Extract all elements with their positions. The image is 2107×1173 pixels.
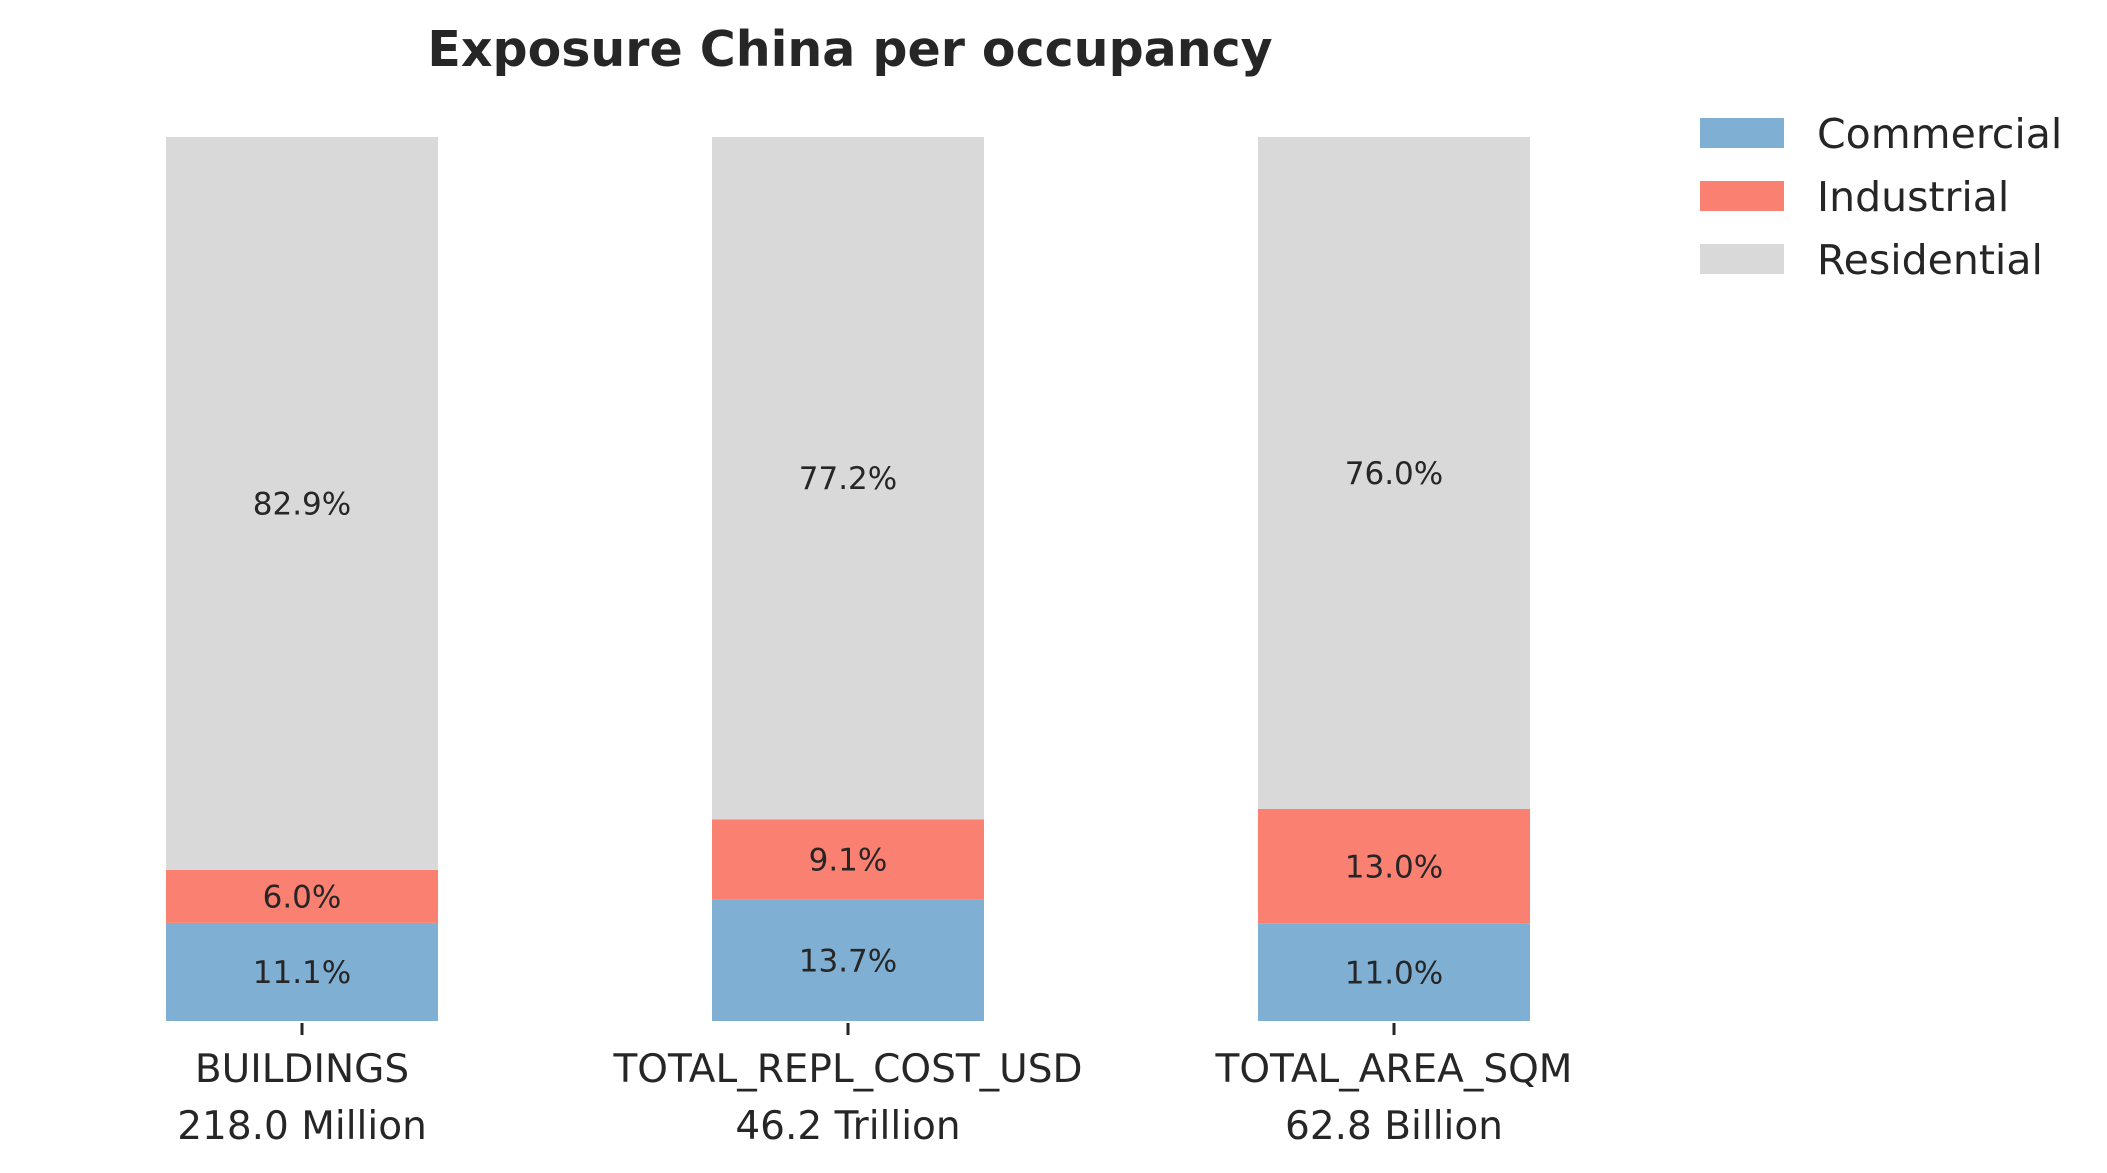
x-tick-label: TOTAL_AREA_SQM — [1215, 1047, 1573, 1092]
legend-swatch-residential — [1700, 244, 1784, 274]
data-label-industrial-2: 9.1% — [809, 843, 888, 879]
x-tick-total-label: 218.0 Million — [177, 1104, 427, 1149]
x-tick-label: BUILDINGS — [195, 1047, 409, 1092]
bars-group: 11.1% 6.0% 82.9% 13.7% 9.1% 77.2% 11.0% 13.0% 76… — [166, 137, 1530, 1021]
legend-swatch-industrial — [1700, 181, 1784, 211]
chart-title: Exposure China per occupancy — [427, 21, 1272, 78]
bar-segment-commercial-3 — [1258, 923, 1530, 1021]
x-axis: BUILDINGS 218.0 Million TOTAL_REPL_COST_US… — [177, 1023, 1572, 1149]
x-tick-label: TOTAL_REPL_COST_USD — [612, 1047, 1082, 1092]
bar-segment-residential-1 — [166, 137, 438, 870]
legend: Commercial Industrial Residential — [1700, 110, 2062, 284]
legend-label-residential: Residential — [1817, 236, 2043, 284]
data-label-commercial-2: 13.7% — [799, 943, 897, 979]
data-label-commercial-1: 11.1% — [253, 955, 351, 991]
legend-label-commercial: Commercial — [1817, 110, 2062, 158]
bar-segment-residential-3 — [1258, 137, 1530, 809]
data-label-industrial-1: 6.0% — [263, 879, 342, 915]
data-label-industrial-3: 13.0% — [1345, 849, 1443, 885]
x-tick-total-label: 46.2 Trillion — [735, 1104, 960, 1149]
bar-segment-industrial-3 — [1258, 808, 1530, 924]
x-tick-total-label: 62.8 Billion — [1285, 1104, 1503, 1149]
bar-segment-industrial-2 — [712, 819, 984, 900]
legend-label-industrial: Industrial — [1817, 173, 2009, 221]
legend-swatch-commercial — [1700, 118, 1784, 148]
data-label-residential-1: 82.9% — [253, 486, 351, 522]
data-label-residential-2: 77.2% — [799, 461, 897, 497]
bar-segment-residential-2 — [712, 137, 984, 820]
bar-segment-commercial-2 — [712, 899, 984, 1021]
bar-segment-commercial-1 — [166, 922, 438, 1021]
data-label-commercial-3: 11.0% — [1345, 955, 1443, 991]
bar-segment-industrial-1 — [166, 869, 438, 923]
data-label-residential-3: 76.0% — [1345, 456, 1443, 492]
